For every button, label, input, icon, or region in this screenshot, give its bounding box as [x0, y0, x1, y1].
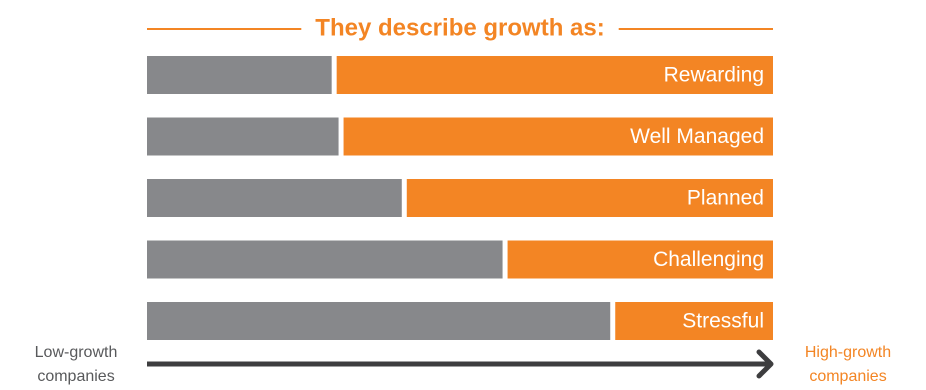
bar-label: Challenging	[653, 248, 764, 271]
bar-label: Rewarding	[664, 64, 764, 87]
bar-row-planned: Planned	[147, 179, 773, 217]
bar-segment-orange	[406, 179, 773, 217]
bar-segment-gray	[147, 302, 611, 340]
bar-segment-orange	[615, 302, 773, 340]
bar-segment-gray	[147, 240, 503, 279]
bar-row-challenging: Challenging	[147, 240, 773, 279]
low-growth-label: Low-growth companies	[35, 344, 118, 385]
bar-segment-gray	[147, 117, 339, 156]
bar-segment-orange	[507, 240, 773, 279]
bar-label: Planned	[687, 187, 764, 210]
bar-row-well-managed: Well Managed	[147, 117, 773, 156]
bar-segment-gray	[147, 179, 402, 217]
chart-title-group: They describe growth as:	[147, 14, 773, 41]
bar-segment-orange	[343, 117, 773, 156]
arrow-right-icon	[756, 349, 774, 379]
bar-row-rewarding: Rewarding	[147, 56, 773, 94]
growth-axis: Low-growth companies High-growth companies	[35, 344, 891, 385]
chart-title: They describe growth as:	[315, 14, 604, 41]
bar-row-stressful: Stressful	[147, 302, 773, 340]
bar-segment-orange	[336, 56, 773, 94]
bar-label: Stressful	[682, 310, 764, 333]
bar-label: Well Managed	[630, 125, 764, 148]
high-growth-label: High-growth companies	[805, 344, 891, 385]
bars: Rewarding Well Managed Planned Challenging S…	[147, 56, 773, 340]
bar-segment-gray	[147, 56, 332, 94]
